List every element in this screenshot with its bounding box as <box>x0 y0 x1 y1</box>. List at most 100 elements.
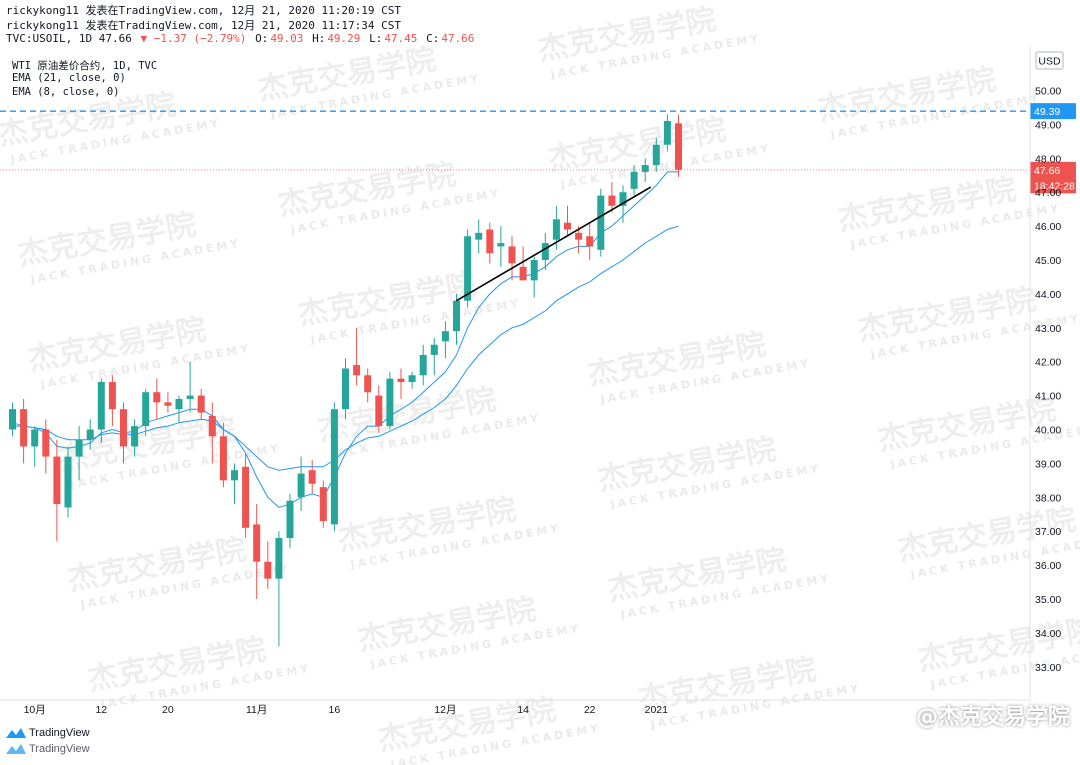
candle-body <box>297 473 305 498</box>
tradingview-logo-2: TradingView <box>6 743 90 755</box>
tradingview-icon <box>6 728 26 738</box>
candle-body <box>219 436 227 481</box>
open-value: 49.03 <box>270 32 304 45</box>
candle-body <box>608 195 616 206</box>
candle <box>120 402 127 464</box>
candle <box>297 456 305 511</box>
candle-body <box>630 171 638 189</box>
candle <box>20 398 28 464</box>
candle <box>330 402 338 532</box>
low-label: L: <box>369 32 383 45</box>
x-tick-label: 14 <box>517 704 529 716</box>
countdown-label-bg <box>1030 177 1076 194</box>
trend-line <box>456 186 652 302</box>
candle <box>64 446 72 518</box>
candle-body <box>408 375 416 383</box>
candle-body <box>486 229 494 254</box>
candle-body <box>586 236 594 247</box>
candle <box>208 402 216 464</box>
publish-line-2: rickykong11 发表在TradingView.com, 12月 21, … <box>6 19 401 32</box>
candle-body <box>397 378 405 383</box>
candle <box>608 182 616 213</box>
candle <box>630 165 638 196</box>
high-value: 49.29 <box>327 32 361 45</box>
y-tick-label: 33.00 <box>1035 662 1061 674</box>
ohlc-line: TVC:USOIL, 1D 47.66 ▼ −1.37 (−2.79%) O: 4… <box>6 32 476 45</box>
y-tick-label: 49.00 <box>1035 119 1061 131</box>
low-value: 47.45 <box>384 32 418 45</box>
dashed-price-label-bg <box>1030 103 1076 120</box>
legend-series-title[interactable]: WTI 原油差价合约, 1D, TVC <box>12 60 158 72</box>
candle-body <box>164 402 172 406</box>
candle-body <box>275 537 283 579</box>
candle <box>508 236 516 281</box>
candle-body <box>342 368 349 410</box>
candle <box>164 392 172 413</box>
candle-body <box>541 243 549 260</box>
candle-body <box>641 165 649 172</box>
candle-body <box>20 409 28 447</box>
candle-body <box>575 232 583 240</box>
y-tick-label: 38.00 <box>1035 492 1061 504</box>
candle <box>319 480 327 528</box>
candle-body <box>497 243 505 247</box>
candle-body <box>186 395 194 399</box>
candle-body <box>308 470 316 484</box>
candle <box>519 246 527 281</box>
y-tick-label: 35.00 <box>1035 594 1061 606</box>
candle-body <box>552 219 560 240</box>
y-tick-label: 50.00 <box>1035 86 1061 98</box>
candle-body <box>31 429 39 447</box>
y-tick-label: 43.00 <box>1035 323 1061 335</box>
candle-body <box>663 121 671 145</box>
candle-body <box>9 409 16 430</box>
x-tick-label: 11月 <box>246 704 267 716</box>
currency-box[interactable] <box>1035 51 1064 70</box>
candle-body <box>319 487 327 522</box>
candle <box>375 385 383 433</box>
legend-ema21[interactable]: EMA (21, close, 0) <box>12 72 126 84</box>
candle-body <box>675 123 682 170</box>
y-tick-label: 42.00 <box>1035 357 1061 369</box>
candle <box>652 137 660 172</box>
close-value: 47.66 <box>441 32 475 45</box>
candle <box>186 361 194 413</box>
open-label: O: <box>255 32 269 45</box>
last-price-label: 47.66 <box>1034 165 1060 177</box>
candle <box>441 321 449 359</box>
candle <box>497 226 505 267</box>
last-price-label-bg <box>1030 161 1076 178</box>
candle-body <box>430 344 438 355</box>
candle-body <box>464 236 472 301</box>
candle <box>253 504 261 599</box>
candle <box>597 188 605 257</box>
candle-body <box>42 429 50 457</box>
candle-body <box>108 382 116 410</box>
candle <box>408 371 416 389</box>
y-tick-label: 48.00 <box>1035 153 1061 165</box>
y-tick-label: 37.00 <box>1035 526 1061 538</box>
candle-body <box>508 246 516 264</box>
tradingview-icon-2 <box>6 744 26 754</box>
tradingview-logo[interactable]: TradingView <box>6 727 90 739</box>
candle <box>75 426 83 481</box>
candle-body <box>131 426 139 447</box>
candle <box>675 114 682 177</box>
candle-body <box>519 266 527 281</box>
x-tick-label: 22 <box>584 704 596 716</box>
candle-body <box>231 470 238 481</box>
x-tick-label: 2021 <box>645 704 669 716</box>
dashed-price-label: 49.39 <box>1034 106 1060 118</box>
y-tick-label: 36.00 <box>1035 560 1061 572</box>
legend-ema8[interactable]: EMA (8, close, 0) <box>12 86 120 98</box>
